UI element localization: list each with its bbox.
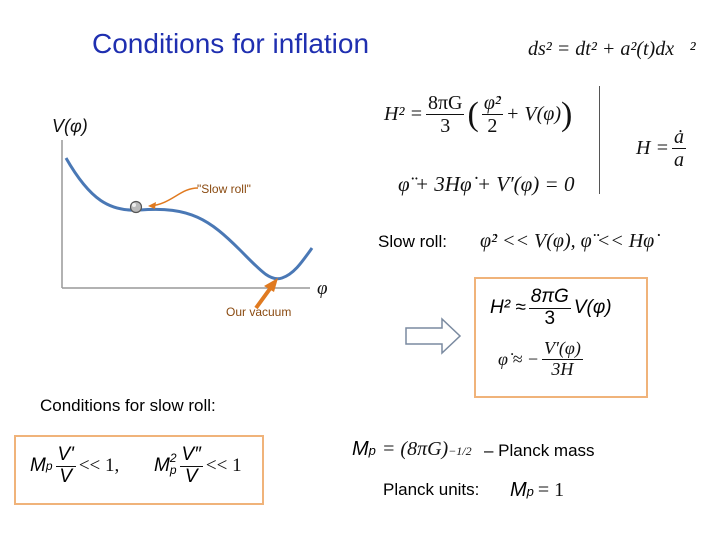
planck-units-m: M [510, 479, 527, 501]
friedmann-equation: H² = 8πG 3 ( φ̇² 2 + V(φ) ) [384, 92, 573, 137]
planck-mass-exp: −1/2 [448, 444, 472, 458]
planck-units-label: Planck units: [383, 480, 480, 499]
ball-icon [129, 200, 143, 214]
slide-title: Conditions for inflation [92, 28, 370, 59]
slow-roll-plot-label: "Slow roll" [197, 182, 251, 196]
approx-eq1-num: 8πG [528, 286, 571, 309]
approx-eq2-lhs: φ̇ ≈ − [498, 348, 539, 369]
condition-1-m: M [30, 455, 46, 477]
approximation-box: H² ≈ 8πG 3 V(φ) φ̇ ≈ − V′(φ) 3H [474, 277, 648, 398]
metric-equation: ds² = dt² + a²(t)dx⃗² [528, 38, 696, 60]
condition-2-sub: p [169, 463, 177, 478]
condition-2-sup: 2 [169, 451, 177, 466]
condition-2-frac: V″ V [179, 444, 203, 488]
condition-1-post: << 1, [78, 455, 120, 477]
condition-2-post: << 1 [205, 455, 242, 477]
condition-1-sub: p [45, 459, 53, 474]
friedmann-coef-num: 8πG [425, 92, 465, 115]
approx-eq1-den: 3 [544, 307, 556, 329]
slow-roll-conditions: φ̇² << V(φ), φ̈ << Hφ̇ [480, 230, 655, 252]
potential-x-label: φ [317, 278, 328, 299]
hubble-fraction: ȧ a [671, 126, 686, 171]
friedmann-coefficient: 8πG 3 [425, 92, 465, 137]
friedmann-kinetic: φ̇² 2 [481, 92, 503, 137]
vertical-divider [599, 86, 600, 194]
friedmann-coef-den: 3 [440, 115, 451, 137]
planck-units-rhs: = 1 [537, 479, 565, 501]
slow-roll-arrow [149, 187, 199, 207]
planck-mass-label: – Planck mass [484, 441, 595, 460]
friedmann-kin-num: φ̇² [481, 92, 503, 115]
equation-of-motion: φ̈ + 3Hφ̇ + V′(φ) = 0 [398, 172, 575, 196]
vacuum-arrow [254, 284, 274, 310]
condition-2-den: V [184, 465, 198, 487]
hubble-lhs: H = [636, 137, 669, 159]
friedmann-lhs: H² = [384, 103, 423, 125]
approx-eq1: H² ≈ 8πG 3 V(φ) [490, 286, 612, 330]
planck-units-sub: p [526, 484, 534, 499]
approx-eq2-num: V′(φ) [541, 338, 583, 360]
approx-eq2: φ̇ ≈ − V′(φ) 3H [498, 338, 586, 380]
slow-roll-label: Slow roll: [378, 232, 447, 251]
approx-eq1-lhs: H² ≈ [490, 297, 526, 319]
condition-2: M 2 p V″ V << 1 [154, 444, 242, 488]
planck-mass-rhs: = (8πG) [381, 438, 449, 460]
planck-mass-sub: p [368, 443, 376, 458]
right-arrow-icon [405, 317, 462, 355]
friedmann-potential: + V(φ) [505, 103, 561, 125]
hubble-definition: H = ȧ a [636, 126, 689, 171]
condition-2-num: V″ [179, 444, 203, 467]
potential-y-label: V(φ) [52, 116, 88, 136]
approx-eq2-den: 3H [551, 358, 574, 379]
approx-eq1-rhs: V(φ) [573, 297, 612, 319]
potential-plot [61, 140, 314, 310]
hubble-num: ȧ [671, 126, 686, 149]
approx-eq2-frac: V′(φ) 3H [541, 338, 583, 380]
vacuum-label: Our vacuum [226, 305, 292, 319]
conditions-label: Conditions for slow roll: [40, 396, 216, 415]
potential-curve [64, 157, 314, 281]
approx-eq1-frac: 8πG 3 [528, 286, 571, 330]
condition-1-frac: V' V [55, 444, 76, 488]
planck-mass-m: M [352, 438, 369, 460]
condition-1-num: V' [55, 444, 76, 467]
hubble-den: a [673, 149, 684, 171]
condition-1-den: V [59, 465, 73, 487]
friedmann-kin-den: 2 [487, 115, 498, 137]
condition-2-m: M [154, 455, 170, 477]
